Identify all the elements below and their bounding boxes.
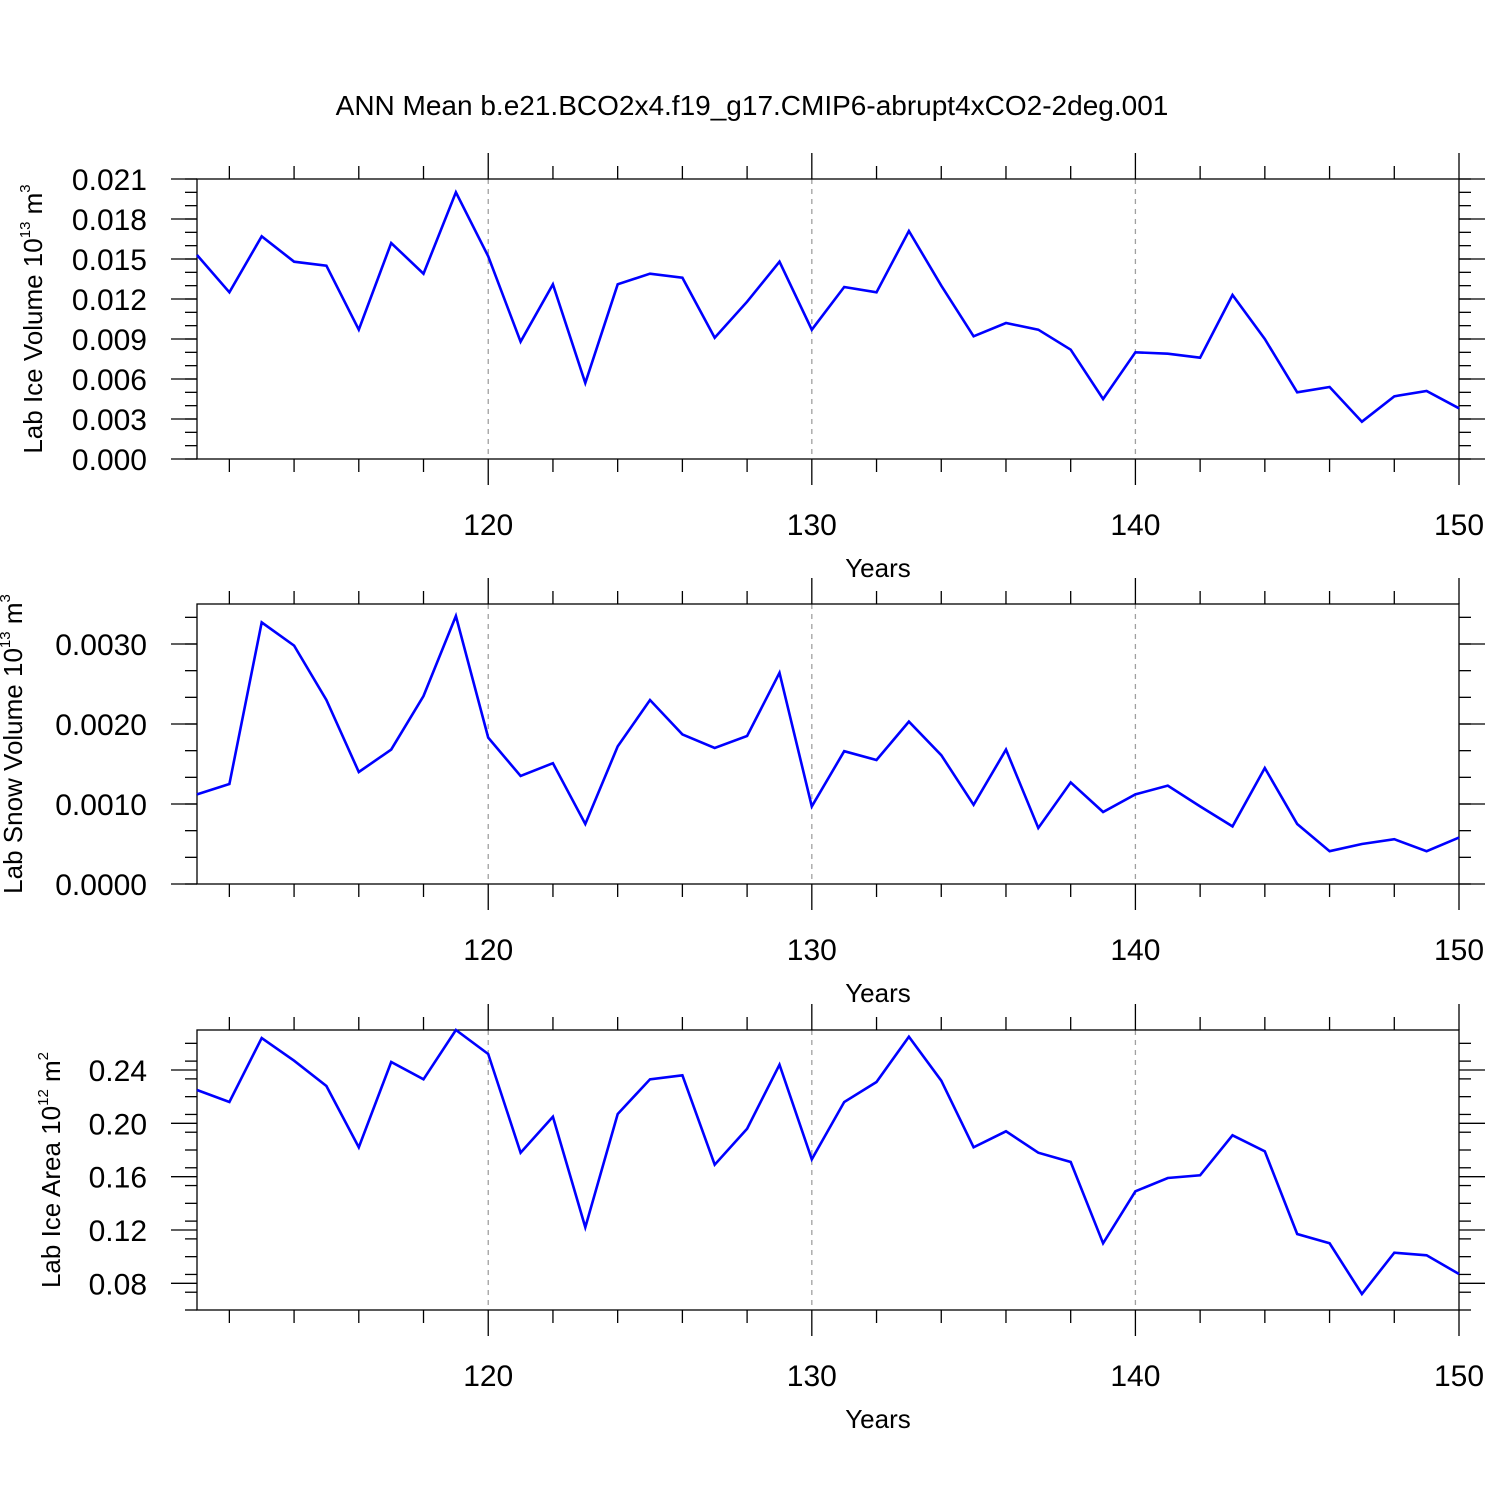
figure-title: ANN Mean b.e21.BCO2x4.f19_g17.CMIP6-abru… [336,90,1169,121]
x-tick-label: 140 [1110,509,1160,542]
panel-3: 120 130 140 150 Years 0.08 0.12 0.16 0.20 0.24 Lab… [35,1004,1485,1434]
panel-2: 120 130 140 150 Years 0.0000 0.0010 0.0020 0.003… [0,578,1485,1008]
x-tick-label: 130 [787,1360,837,1393]
y-tick-label: 0.009 [72,324,147,357]
x-axis-label: Years [845,553,911,583]
panel-1: 120 130 140 150 Years 0.000 0.003 0.006 0.009 0.0… [17,153,1485,583]
y-tick-label: 0.0000 [55,869,147,902]
y-axis-label: Lab Ice Volume 1013 m3 [17,184,48,453]
x-tick-label: 140 [1110,1360,1160,1393]
y-tick-label: 0.0020 [55,709,147,742]
y-tick-label: 0.015 [72,244,147,277]
x-tick-label: 130 [787,934,837,967]
plot-frame [196,603,1460,885]
series-line [196,1028,1460,1297]
x-tick-label: 150 [1434,934,1484,967]
x-tick-label: 120 [463,934,513,967]
x-tick-label: 150 [1434,1360,1484,1393]
y-tick-label: 0.24 [89,1055,147,1088]
x-tick-label: 150 [1434,509,1484,542]
y-tick-label: 0.006 [72,364,147,397]
y-tick-label: 0.018 [72,204,147,237]
y-tick-label: 0.003 [72,404,147,437]
y-tick-label: 0.012 [72,284,147,317]
plot-frame [196,178,1460,460]
y-tick-label: 0.12 [89,1215,147,1248]
y-tick-label: 0.0030 [55,629,147,662]
x-tick-label: 120 [463,1360,513,1393]
series-line [196,611,1460,853]
plot-frame [196,1029,1460,1311]
y-tick-label: 0.0010 [55,789,147,822]
y-tick-label: 0.20 [89,1108,147,1141]
y-tick-label: 0.000 [72,444,147,477]
x-tick-label: 130 [787,509,837,542]
x-tick-label: 120 [463,509,513,542]
y-tick-label: 0.16 [89,1162,147,1195]
y-tick-label: 0.08 [89,1268,147,1301]
x-axis-label: Years [845,1404,911,1434]
y-tick-label: 0.021 [72,164,147,197]
series-line [196,189,1460,424]
x-tick-label: 140 [1110,934,1160,967]
y-axis-label: Lab Ice Area 1012 m2 [35,1052,66,1288]
y-axis-label: Lab Snow Volume 1013 m3 [0,594,28,894]
x-axis-label: Years [845,978,911,1008]
